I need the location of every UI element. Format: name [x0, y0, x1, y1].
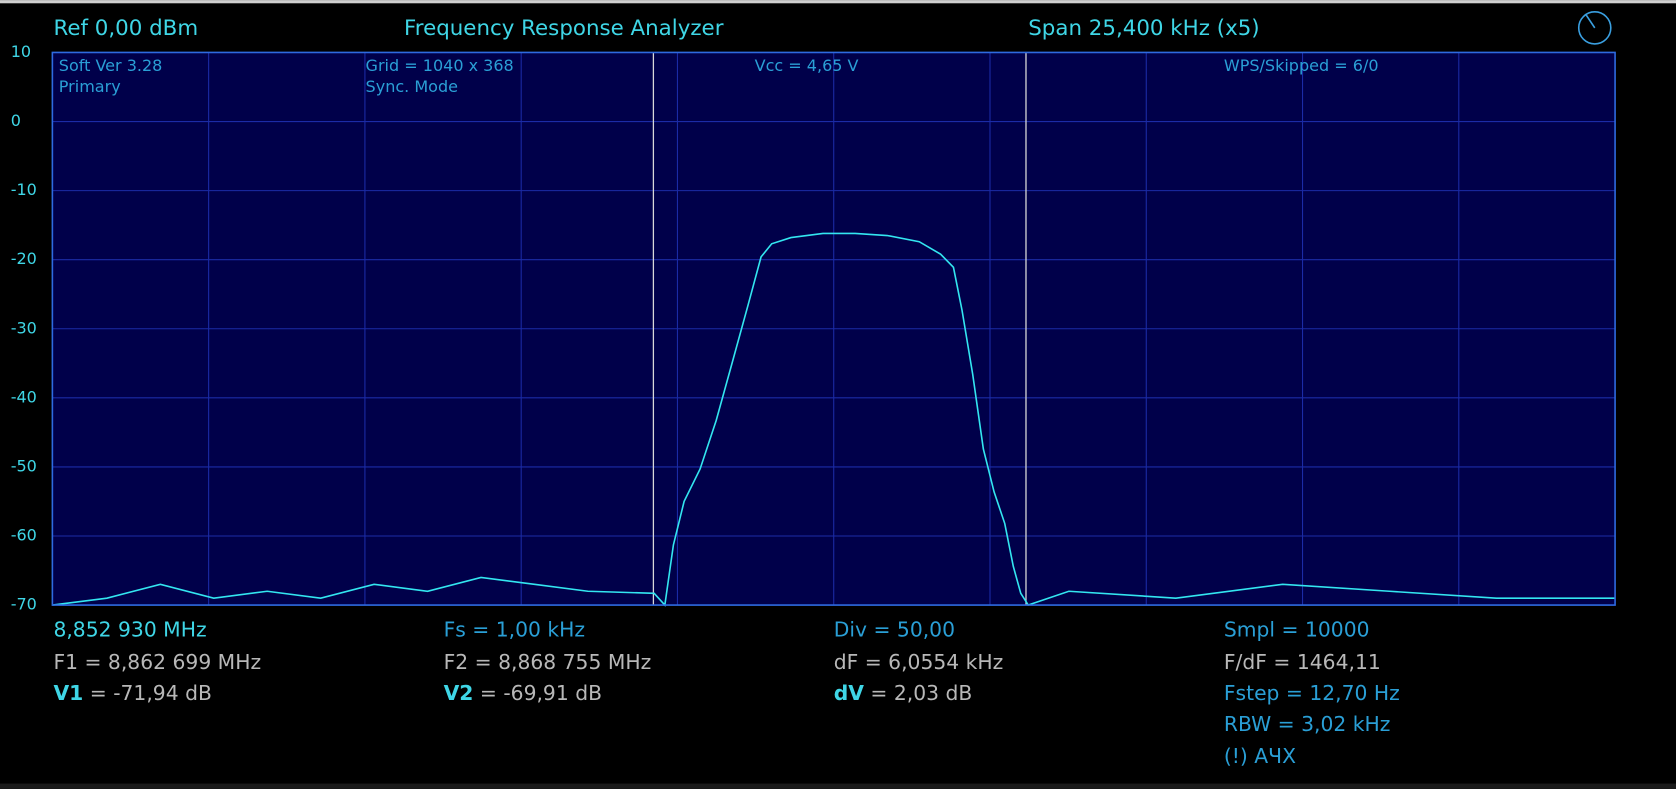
fstep: Fstep = 12,70 Hz	[1224, 681, 1400, 705]
y-tick-label: -10	[11, 180, 37, 199]
clock-hand	[1585, 14, 1596, 29]
info: Soft Ver 3.28	[59, 56, 163, 75]
clock-icon[interactable]	[1577, 11, 1612, 45]
div: Div = 50,00	[834, 618, 955, 642]
v2: V2 = -69,91 dB	[444, 681, 602, 705]
status-strip	[0, 783, 1676, 789]
dv-label: dV	[834, 681, 865, 705]
start-freq: 8,852 930 MHz	[53, 618, 206, 642]
title: Frequency Response Analyzer	[404, 16, 724, 41]
plot-border	[51, 51, 1616, 606]
f1: F1 = 8,862 699 MHz	[53, 650, 261, 674]
df: dF = 6,0554 kHz	[834, 650, 1004, 674]
ref-level: Ref 0,00 dBm	[53, 16, 198, 41]
info: WPS/Skipped = 6/0	[1224, 56, 1379, 75]
marks	[52, 52, 1616, 607]
info: Grid = 1040 x 368	[366, 56, 514, 75]
y-tick-label: -70	[11, 595, 37, 614]
grid	[52, 51, 1616, 606]
y-tick-label: -60	[11, 525, 37, 544]
f2: F2 = 8,868 755 MHz	[444, 650, 652, 674]
v1-value: = -71,94 dB	[90, 681, 212, 705]
span: Span 25,400 kHz (x5)	[1028, 16, 1259, 41]
dv: dV = 2,03 dB	[834, 681, 973, 705]
info: Sync. Mode	[366, 77, 458, 96]
v2-label: V2	[444, 681, 474, 705]
v1-label: V1	[53, 681, 83, 705]
mode: (!) АЧХ	[1224, 744, 1296, 768]
y-tick-label: 10	[11, 42, 31, 61]
y-tick-label: 0	[11, 111, 21, 130]
v2-value: = -69,91 dB	[480, 681, 602, 705]
y-tick-label: -20	[11, 249, 37, 268]
window-edge	[0, 0, 1676, 4]
y-tick-label: -30	[11, 318, 37, 337]
rbw: RBW = 3,02 kHz	[1224, 712, 1391, 736]
dv-value: = 2,03 dB	[870, 681, 972, 705]
fdf: F/dF = 1464,11	[1224, 650, 1381, 674]
info: Vcc = 4,65 V	[755, 56, 859, 75]
smpl: Smpl = 10000	[1224, 618, 1370, 642]
y-tick-label: -40	[11, 387, 37, 406]
y-tick-label: -50	[11, 456, 37, 475]
trace	[52, 232, 1616, 607]
info: Primary	[59, 77, 121, 96]
v1: V1 = -71,94 dB	[53, 681, 211, 705]
fs: Fs = 1,00 kHz	[444, 618, 585, 642]
